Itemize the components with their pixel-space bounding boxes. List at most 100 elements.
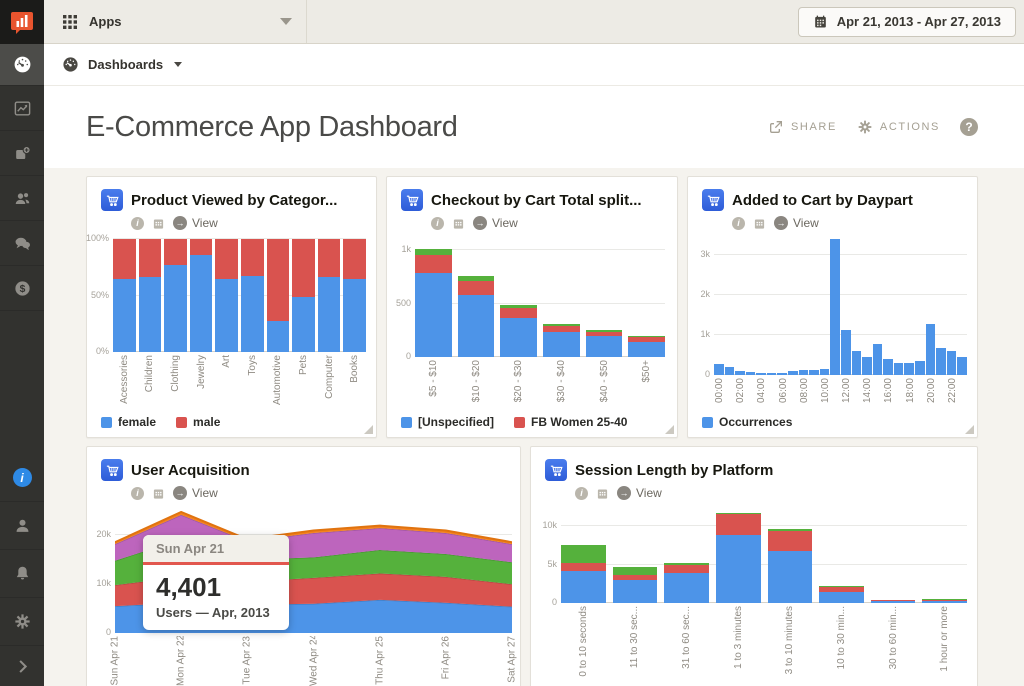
info-icon[interactable]: i: [732, 216, 745, 230]
dashboards-dropdown[interactable]: Dashboards: [88, 57, 164, 72]
bar[interactable]: [851, 351, 862, 375]
view-link[interactable]: → View: [617, 486, 662, 500]
bar[interactable]: [914, 361, 925, 375]
sidebar-item-users[interactable]: [0, 176, 44, 221]
info-icon[interactable]: i: [575, 486, 588, 500]
bar[interactable]: [936, 348, 946, 375]
bar[interactable]: [788, 371, 798, 375]
bar[interactable]: [457, 276, 495, 357]
sidebar-item-settings[interactable]: [0, 598, 44, 646]
bar[interactable]: [189, 239, 213, 352]
bar[interactable]: [585, 330, 623, 357]
bar[interactable]: [543, 324, 580, 357]
bar[interactable]: [840, 330, 851, 375]
legend-item[interactable]: FB Women 25-40: [514, 415, 627, 429]
bar[interactable]: [735, 371, 745, 375]
bar[interactable]: [292, 239, 315, 352]
bar[interactable]: [893, 363, 904, 375]
sidebar-item-trends[interactable]: [0, 86, 44, 131]
bar[interactable]: [113, 239, 136, 352]
chart-plot[interactable]: 0% 50% 100%: [86, 233, 366, 356]
sidebar-item-messages[interactable]: [0, 221, 44, 266]
sidebar-item-dashboards[interactable]: [0, 44, 44, 86]
bar[interactable]: [724, 367, 735, 375]
bar[interactable]: [798, 370, 809, 375]
bar[interactable]: [664, 563, 709, 603]
chart-plot[interactable]: 0 500 1k: [396, 244, 666, 361]
y-axis-tick: 0: [704, 369, 710, 379]
view-link[interactable]: → View: [473, 216, 518, 230]
view-link[interactable]: → View: [774, 216, 819, 230]
legend-item[interactable]: female: [101, 415, 156, 429]
card-checkout-cart-total: Checkout by Cart Total split... i → View …: [386, 176, 678, 438]
bar[interactable]: [925, 324, 936, 375]
bar[interactable]: [215, 239, 238, 352]
bar[interactable]: [767, 529, 813, 603]
bar[interactable]: [745, 372, 756, 375]
bar[interactable]: [317, 239, 341, 352]
sidebar-item-revenue[interactable]: $: [0, 266, 44, 311]
bar[interactable]: [819, 586, 864, 603]
bar[interactable]: [904, 363, 914, 375]
help-button[interactable]: ?: [960, 118, 978, 136]
bar[interactable]: [766, 373, 777, 375]
bar[interactable]: [777, 373, 788, 375]
brand-logo[interactable]: [0, 0, 44, 44]
sidebar-item-account[interactable]: [0, 502, 44, 550]
bar[interactable]: [612, 567, 658, 603]
resize-handle[interactable]: [665, 425, 674, 434]
bar[interactable]: [862, 357, 872, 375]
bar[interactable]: [819, 369, 830, 375]
bar[interactable]: [756, 373, 766, 375]
view-link[interactable]: → View: [173, 216, 218, 230]
apps-menu-button[interactable]: Apps: [44, 0, 307, 43]
bar[interactable]: [872, 344, 883, 375]
chart-plot[interactable]: 0 1k 2k 3k: [700, 235, 967, 379]
bar[interactable]: [946, 351, 957, 375]
resize-handle[interactable]: [364, 425, 373, 434]
sidebar-item-add-collection[interactable]: [0, 131, 44, 176]
sidebar-item-info[interactable]: i: [0, 454, 44, 502]
bar[interactable]: [714, 364, 724, 375]
bar[interactable]: [830, 239, 840, 375]
bar[interactable]: [266, 239, 290, 352]
bar[interactable]: [561, 545, 606, 603]
bar[interactable]: [870, 600, 916, 603]
sidebar-item-expand[interactable]: [0, 646, 44, 686]
bar[interactable]: [628, 336, 666, 357]
legend-item[interactable]: male: [176, 415, 220, 429]
bar[interactable]: [957, 357, 967, 375]
calendar-icon[interactable]: [452, 217, 465, 230]
bar[interactable]: [415, 249, 452, 357]
bar[interactable]: [343, 239, 366, 352]
calendar-icon[interactable]: [753, 217, 766, 230]
bar[interactable]: [715, 513, 761, 603]
view-link[interactable]: → View: [173, 486, 218, 500]
gridline: [415, 249, 665, 251]
bar-segment: [819, 587, 864, 592]
actions-button[interactable]: ACTIONS: [857, 119, 940, 135]
bar[interactable]: [922, 599, 967, 603]
info-icon[interactable]: i: [131, 216, 144, 230]
info-icon[interactable]: i: [431, 216, 444, 230]
legend-item[interactable]: Occurrences: [702, 415, 792, 429]
calendar-icon[interactable]: [152, 487, 165, 500]
bar[interactable]: [500, 305, 538, 357]
share-button[interactable]: SHARE: [768, 119, 837, 135]
gridline: [714, 334, 967, 335]
bar[interactable]: [240, 239, 264, 352]
bar[interactable]: [809, 370, 819, 375]
chart-plot[interactable]: 0 5k 10k: [542, 511, 967, 607]
date-range-picker[interactable]: Apr 21, 2013 - Apr 27, 2013: [797, 6, 1016, 37]
tooltip-value: 4,401: [156, 572, 222, 602]
info-icon[interactable]: i: [131, 486, 144, 500]
legend-item[interactable]: [Unspecified]: [401, 415, 494, 429]
resize-handle[interactable]: [965, 425, 974, 434]
sidebar-item-notifications[interactable]: [0, 550, 44, 598]
calendar-icon[interactable]: [596, 487, 609, 500]
bar[interactable]: [164, 239, 187, 352]
bar[interactable]: [138, 239, 162, 352]
bar[interactable]: [883, 359, 893, 375]
x-axis-label: Children: [144, 355, 156, 393]
calendar-icon[interactable]: [152, 217, 165, 230]
